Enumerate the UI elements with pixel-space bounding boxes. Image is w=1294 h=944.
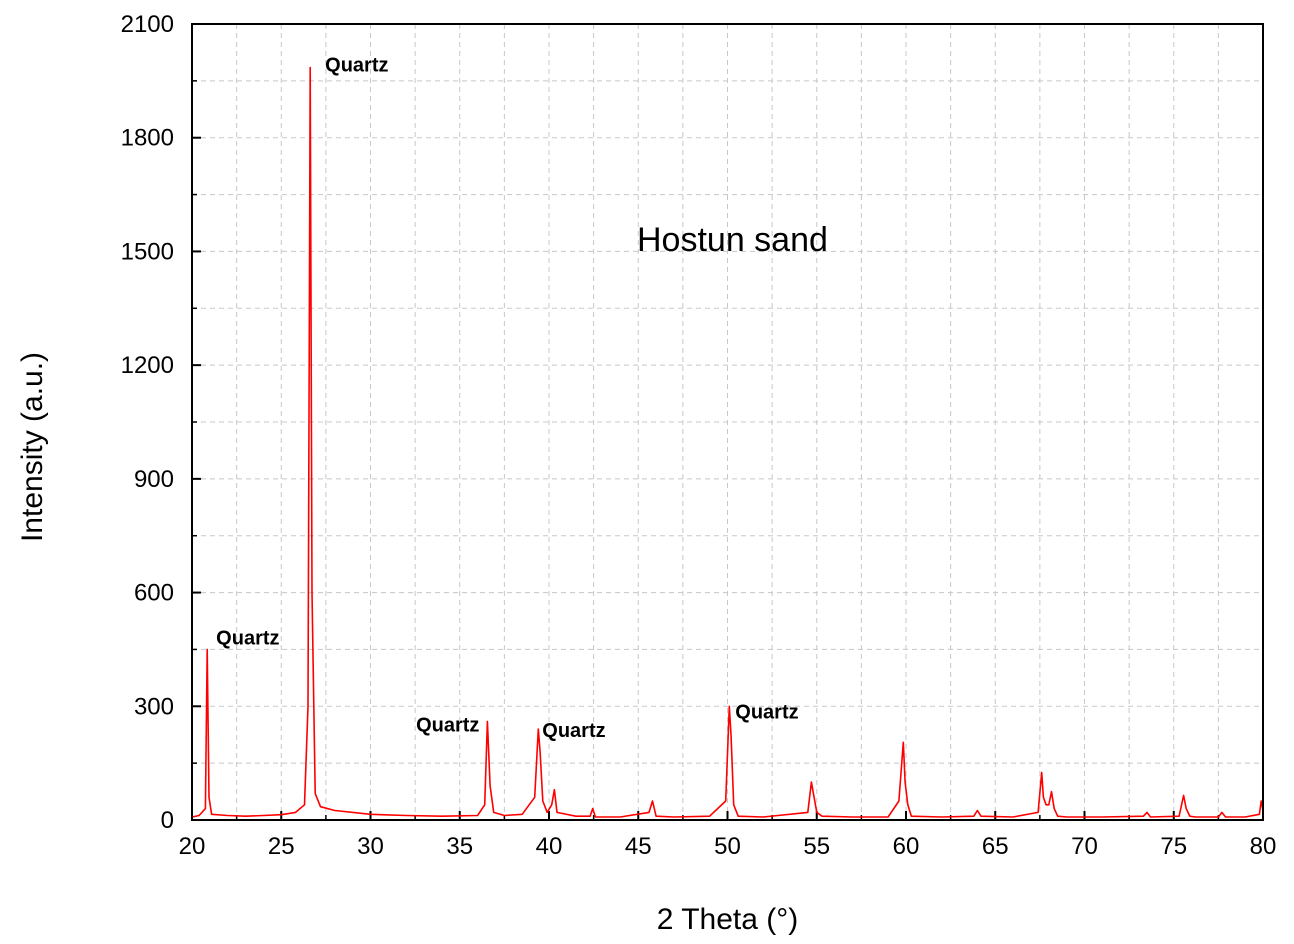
y-tick-label: 1500: [121, 238, 174, 265]
x-tick-label: 75: [1160, 833, 1187, 860]
x-tick-label: 20: [179, 833, 206, 860]
x-tick-label: 80: [1250, 833, 1277, 860]
peak-annotation: Quartz: [416, 714, 479, 736]
y-tick-label: 1200: [121, 352, 174, 379]
intensity-series-line: [191, 66, 1264, 818]
y-tick-label: 300: [134, 693, 174, 720]
y-tick-label: 600: [134, 580, 174, 607]
series-layer: [191, 66, 1264, 818]
x-tick-labels: 20 25 30 35 40 45 50 55 60 65 70 75 80: [179, 833, 1277, 860]
x-tick-label: 35: [446, 833, 473, 860]
x-tick-label: 25: [268, 833, 295, 860]
peak-annotation: Quartz: [542, 720, 605, 742]
plot-frame: [191, 23, 1264, 821]
y-tick-labels: 0 300 600 900 1200 1500 1800 2100: [121, 11, 174, 834]
x-tick-label: 65: [982, 833, 1009, 860]
x-tick-label: 60: [893, 833, 920, 860]
sample-label: Hostun sand: [637, 221, 828, 259]
peak-annotation: Quartz: [216, 627, 279, 649]
grid: [192, 24, 1263, 820]
y-tick-label: 0: [161, 807, 174, 834]
annotations: Quartz Quartz Quartz Quartz Quartz: [216, 55, 798, 742]
x-tick-label: 55: [803, 833, 830, 860]
peak-annotation: Quartz: [735, 701, 798, 723]
x-tick-label: 45: [625, 833, 652, 860]
y-tick-label: 1800: [121, 125, 174, 152]
x-tick-label: 40: [536, 833, 563, 860]
x-tick-label: 50: [714, 833, 741, 860]
x-axis-title: 2 Theta (°): [657, 903, 799, 936]
x-tick-label: 70: [1071, 833, 1098, 860]
peak-annotation: Quartz: [325, 55, 388, 77]
y-tick-label: 900: [134, 466, 174, 493]
y-axis-title: Intensity (a.u.): [16, 352, 49, 542]
y-tick-label: 2100: [121, 11, 174, 38]
x-tick-label: 30: [357, 833, 384, 860]
